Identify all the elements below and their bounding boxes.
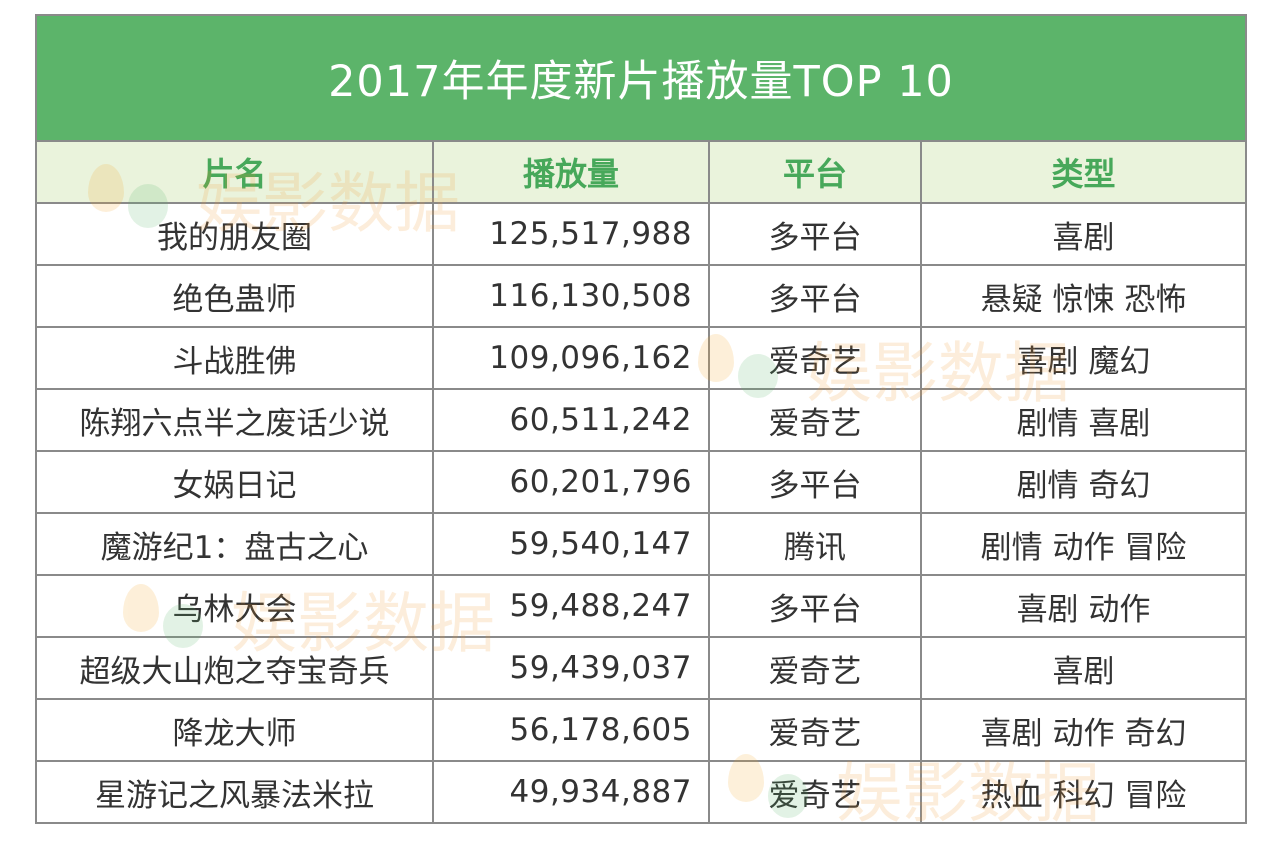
cell-platform: 多平台 xyxy=(708,450,922,514)
cell-name: 星游记之风暴法米拉 xyxy=(37,760,434,822)
cell-plays: 59,488,247 xyxy=(432,574,710,638)
header-plays: 播放量 xyxy=(432,142,710,204)
cell-genre: 热血 科幻 冒险 xyxy=(920,760,1245,822)
table-row: 降龙大师 56,178,605 爱奇艺 喜剧 动作 奇幻 xyxy=(37,698,1245,762)
cell-plays: 56,178,605 xyxy=(432,698,710,762)
table-row: 星游记之风暴法米拉 49,934,887 爱奇艺 热血 科幻 冒险 xyxy=(37,760,1245,822)
table-row: 超级大山炮之夺宝奇兵 59,439,037 爱奇艺 喜剧 xyxy=(37,636,1245,700)
table-title: 2017年年度新片播放量TOP 10 xyxy=(37,16,1245,142)
table-row: 女娲日记 60,201,796 多平台 剧情 奇幻 xyxy=(37,450,1245,514)
cell-genre: 喜剧 动作 奇幻 xyxy=(920,698,1245,762)
header-row: 片名 播放量 平台 类型 xyxy=(37,142,1245,204)
cell-plays: 49,934,887 xyxy=(432,760,710,822)
cell-platform: 爱奇艺 xyxy=(708,326,922,390)
cell-genre: 喜剧 xyxy=(920,636,1245,700)
cell-platform: 多平台 xyxy=(708,202,922,266)
cell-platform: 爱奇艺 xyxy=(708,698,922,762)
cell-genre: 剧情 喜剧 xyxy=(920,388,1245,452)
table-row: 陈翔六点半之废话少说 60,511,242 爱奇艺 剧情 喜剧 xyxy=(37,388,1245,452)
cell-name: 斗战胜佛 xyxy=(37,326,434,390)
cell-platform: 爱奇艺 xyxy=(708,760,922,822)
ranking-table: 片名 播放量 平台 类型 我的朋友圈 125,517,988 多平台 喜剧 绝色… xyxy=(37,142,1245,822)
cell-plays: 59,540,147 xyxy=(432,512,710,576)
cell-name: 女娲日记 xyxy=(37,450,434,514)
table-row: 魔游纪1：盘古之心 59,540,147 腾讯 剧情 动作 冒险 xyxy=(37,512,1245,576)
cell-name: 乌林大会 xyxy=(37,574,434,638)
header-genre: 类型 xyxy=(920,142,1245,204)
cell-name: 我的朋友圈 xyxy=(37,202,434,266)
cell-platform: 多平台 xyxy=(708,574,922,638)
cell-plays: 116,130,508 xyxy=(432,264,710,328)
table-row: 绝色蛊师 116,130,508 多平台 悬疑 惊悚 恐怖 xyxy=(37,264,1245,328)
cell-genre: 悬疑 惊悚 恐怖 xyxy=(920,264,1245,328)
cell-genre: 喜剧 xyxy=(920,202,1245,266)
header-name: 片名 xyxy=(37,142,434,204)
cell-name: 超级大山炮之夺宝奇兵 xyxy=(37,636,434,700)
cell-genre: 喜剧 魔幻 xyxy=(920,326,1245,390)
cell-platform: 爱奇艺 xyxy=(708,636,922,700)
cell-plays: 60,511,242 xyxy=(432,388,710,452)
cell-genre: 喜剧 动作 xyxy=(920,574,1245,638)
cell-name: 降龙大师 xyxy=(37,698,434,762)
cell-plays: 59,439,037 xyxy=(432,636,710,700)
data-table-container: 2017年年度新片播放量TOP 10 片名 播放量 平台 类型 我的朋友圈 12… xyxy=(35,14,1247,824)
cell-platform: 多平台 xyxy=(708,264,922,328)
cell-plays: 60,201,796 xyxy=(432,450,710,514)
table-row: 我的朋友圈 125,517,988 多平台 喜剧 xyxy=(37,202,1245,266)
cell-genre: 剧情 奇幻 xyxy=(920,450,1245,514)
cell-platform: 爱奇艺 xyxy=(708,388,922,452)
cell-name: 魔游纪1：盘古之心 xyxy=(37,512,434,576)
cell-genre: 剧情 动作 冒险 xyxy=(920,512,1245,576)
cell-plays: 125,517,988 xyxy=(432,202,710,266)
table-row: 斗战胜佛 109,096,162 爱奇艺 喜剧 魔幻 xyxy=(37,326,1245,390)
header-platform: 平台 xyxy=(708,142,922,204)
cell-platform: 腾讯 xyxy=(708,512,922,576)
cell-name: 陈翔六点半之废话少说 xyxy=(37,388,434,452)
cell-name: 绝色蛊师 xyxy=(37,264,434,328)
table-row: 乌林大会 59,488,247 多平台 喜剧 动作 xyxy=(37,574,1245,638)
cell-plays: 109,096,162 xyxy=(432,326,710,390)
